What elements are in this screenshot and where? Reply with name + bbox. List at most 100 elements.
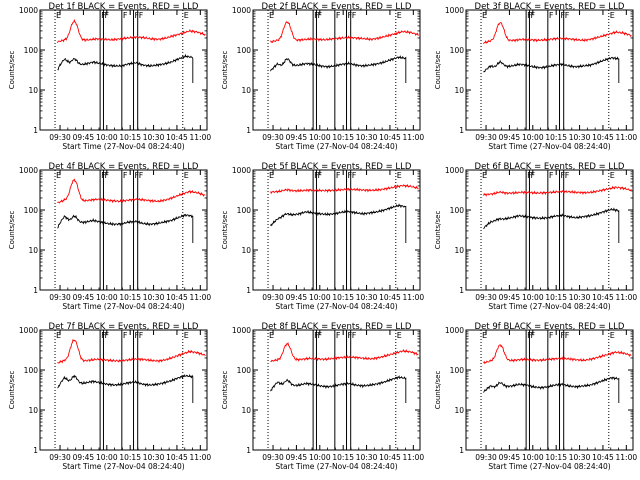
marker-label: F (336, 331, 341, 340)
marker-label: F (139, 331, 144, 340)
y-tick-label: 100 (24, 46, 39, 55)
x-tick-label: 10:45 (379, 133, 401, 142)
x-tick-label: 10:30 (143, 133, 165, 142)
marker-label: F (561, 331, 566, 340)
x-tick-label: 10:45 (379, 453, 401, 462)
y-tick-label: 100 (450, 206, 465, 215)
lld-series-line (270, 20, 419, 44)
y-tick-label: 10 (454, 246, 464, 255)
x-axis-label: Start Time (27-Nov-04 08:24:40) (488, 302, 610, 311)
lld-series-line (483, 185, 632, 197)
y-axis-label: Counts/sec (434, 211, 442, 250)
lld-series-line (57, 18, 206, 43)
y-tick-label: 10 (241, 246, 251, 255)
y-tick-label: 1000 (232, 6, 251, 15)
x-tick-label: 10:45 (592, 133, 614, 142)
marker-label: E (269, 171, 274, 180)
y-tick-label: 1000 (19, 326, 38, 335)
plot-frame (465, 329, 634, 451)
x-axis-label: Start Time (27-Nov-04 08:24:40) (62, 462, 184, 471)
marker-label: F (348, 11, 353, 20)
y-axis-label: Counts/sec (8, 51, 16, 90)
plot-frame (39, 9, 208, 131)
marker-label: F (104, 171, 109, 180)
plot-frame (39, 169, 208, 291)
marker-label: F (530, 11, 535, 20)
x-tick-label: 09:30 (475, 133, 497, 142)
x-tick-label: 09:45 (286, 453, 308, 462)
y-tick-label: 1000 (19, 166, 38, 175)
x-tick-label: 11:00 (616, 133, 638, 142)
marker-label: E (397, 171, 402, 180)
marker-label: E (610, 331, 615, 340)
y-tick-label: 10 (241, 86, 251, 95)
y-tick-label: 10 (241, 406, 251, 415)
x-tick-label: 10:45 (379, 293, 401, 302)
marker-label: F (317, 331, 322, 340)
marker-label: F (352, 171, 357, 180)
events-series-line (483, 207, 620, 243)
chart-panel-6f: Det 6f BLACK = Events, RED = LLD 1 10 100 10… (434, 162, 637, 311)
y-tick-label: 100 (237, 206, 252, 215)
marker-label: F (530, 171, 535, 180)
marker-label: F (104, 11, 109, 20)
x-tick-label: 11:00 (190, 453, 212, 462)
x-tick-label: 10:15 (545, 133, 567, 142)
chart-title: Det 1f BLACK = Events, RED = LLD (49, 2, 199, 12)
plot-frame (465, 9, 634, 131)
chart-panel-2f: Det 2f BLACK = Events, RED = LLD 1 10 100 10… (221, 2, 424, 151)
chart-panel-3f: Det 3f BLACK = Events, RED = LLD 1 10 100 10… (434, 2, 637, 151)
marker-label: F (352, 331, 357, 340)
y-axis-label: Counts/sec (434, 371, 442, 410)
marker-label: E (610, 11, 615, 20)
y-axis-label: Counts/sec (221, 51, 229, 90)
chart-title: Det 2f BLACK = Events, RED = LLD (262, 2, 412, 12)
x-tick-label: 10:00 (522, 453, 544, 462)
x-axis-label: Start Time (27-Nov-04 08:24:40) (275, 302, 397, 311)
x-tick-label: 09:45 (73, 293, 95, 302)
y-tick-label: 1000 (19, 6, 38, 15)
marker-label: F (549, 11, 554, 20)
marker-label: F (348, 171, 353, 180)
plot-frame (252, 169, 421, 291)
marker-label: F (352, 11, 357, 20)
x-tick-label: 10:30 (356, 293, 378, 302)
events-series-line (270, 203, 407, 243)
x-tick-label: 11:00 (403, 293, 425, 302)
marker-label: E (184, 11, 189, 20)
y-tick-label: 1 (459, 126, 464, 135)
marker-label: F (565, 11, 570, 20)
lld-series-line (483, 21, 632, 45)
chart-title: Det 7f BLACK = Events, RED = LLD (49, 322, 199, 332)
x-tick-label: 09:45 (73, 453, 95, 462)
y-tick-label: 10 (28, 406, 38, 415)
marker-label: E (482, 11, 487, 20)
chart-title: Det 4f BLACK = Events, RED = LLD (49, 162, 199, 172)
x-tick-label: 11:00 (616, 453, 638, 462)
marker-label: F (348, 331, 353, 340)
plot-frame (39, 329, 208, 451)
x-tick-label: 09:30 (262, 453, 284, 462)
y-axis-label: Counts/sec (8, 371, 16, 410)
lld-series-line (270, 184, 419, 195)
x-axis-label: Start Time (27-Nov-04 08:24:40) (62, 142, 184, 151)
x-axis-label: Start Time (27-Nov-04 08:24:40) (275, 462, 397, 471)
marker-label: E (269, 11, 274, 20)
marker-label: F (104, 331, 109, 340)
marker-label: E (397, 11, 402, 20)
x-tick-label: 10:15 (119, 133, 141, 142)
x-tick-label: 09:45 (286, 293, 308, 302)
x-tick-label: 09:30 (475, 453, 497, 462)
y-tick-label: 100 (24, 206, 39, 215)
marker-label: F (317, 11, 322, 20)
y-tick-label: 100 (450, 366, 465, 375)
x-tick-label: 10:00 (309, 293, 331, 302)
y-tick-label: 10 (28, 86, 38, 95)
x-tick-label: 10:15 (119, 293, 141, 302)
marker-label: E (184, 331, 189, 340)
x-tick-label: 10:30 (569, 453, 591, 462)
x-tick-label: 10:00 (309, 453, 331, 462)
marker-label: F (135, 11, 140, 20)
marker-label: F (135, 171, 140, 180)
marker-label: E (56, 171, 61, 180)
